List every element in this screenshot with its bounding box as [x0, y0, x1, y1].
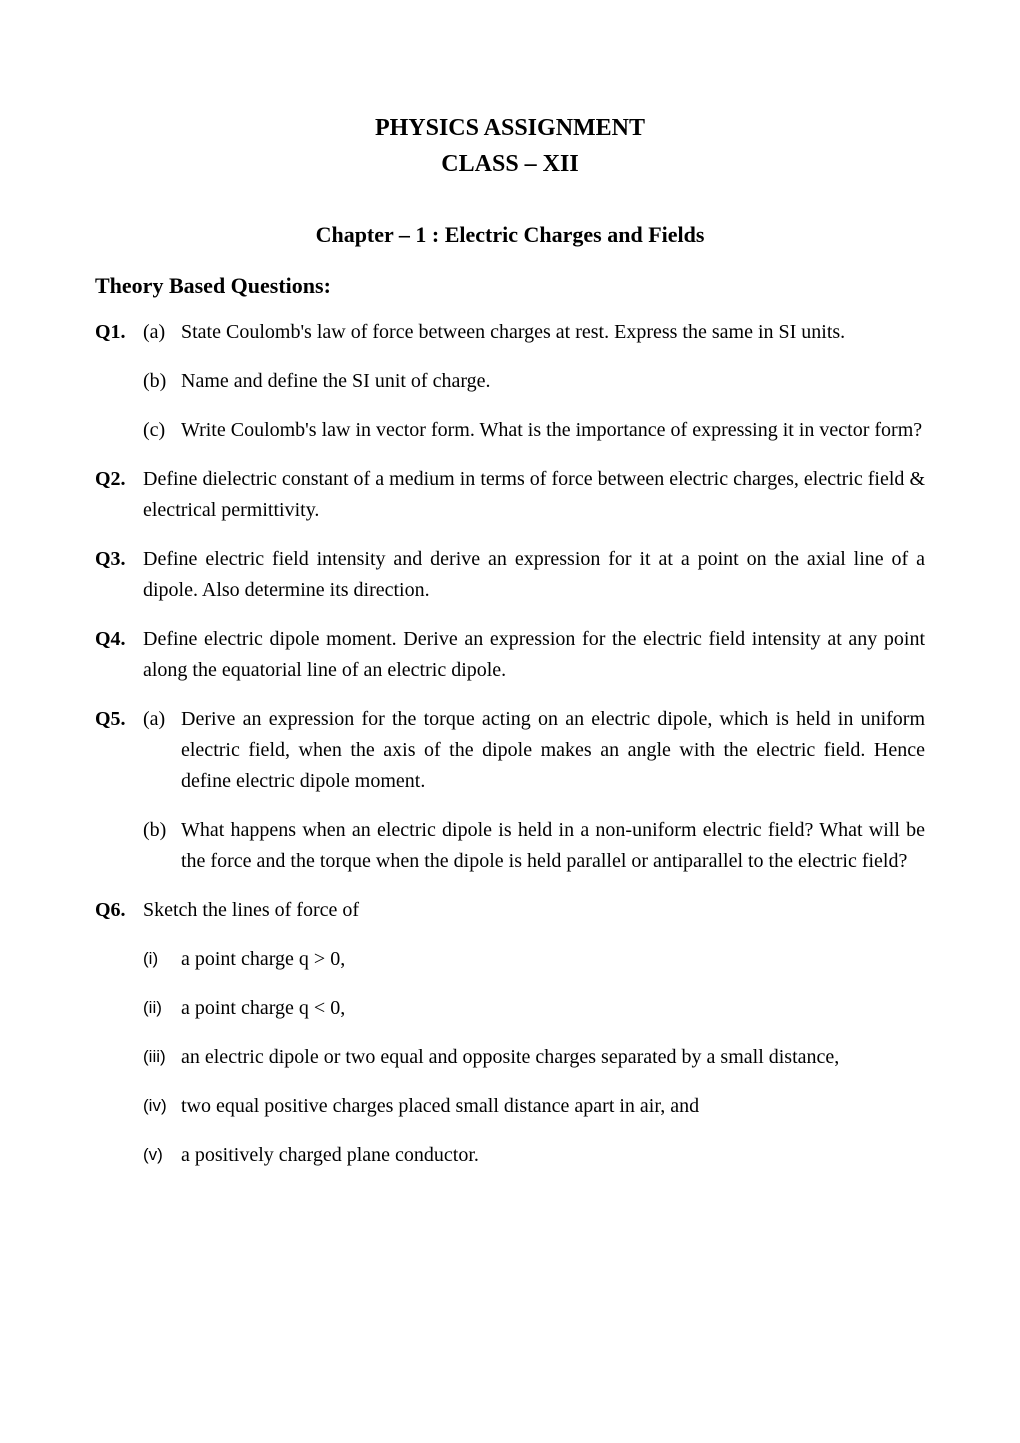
q6-i-sublabel: (i)	[143, 944, 181, 975]
q6-iii-sublabel: (iii)	[143, 1042, 181, 1073]
q5-b-sublabel: (b)	[143, 815, 181, 877]
q3-label: Q3.	[95, 544, 143, 606]
q6-ii: (ii) a point charge q < 0,	[95, 993, 925, 1024]
question-q1: Q1. (a) State Coulomb's law of force bet…	[95, 317, 925, 348]
q1-c: (c) Write Coulomb's law in vector form. …	[95, 415, 925, 446]
q4-label: Q4.	[95, 624, 143, 686]
question-q4: Q4. Define electric dipole moment. Deriv…	[95, 624, 925, 686]
q1-b: (b) Name and define the SI unit of charg…	[95, 366, 925, 397]
question-q2: Q2. Define dielectric constant of a medi…	[95, 464, 925, 526]
q1-b-sublabel: (b)	[143, 366, 181, 397]
q1-label: Q1.	[95, 317, 143, 348]
question-q6: Q6. Sketch the lines of force of	[95, 895, 925, 926]
q6-intro: Sketch the lines of force of	[143, 895, 925, 926]
q1-a-text: State Coulomb's law of force between cha…	[181, 317, 925, 348]
title-block: PHYSICS ASSIGNMENT CLASS – XII	[95, 110, 925, 182]
q5-label: Q5.	[95, 704, 143, 797]
q6-iii-text: an electric dipole or two equal and oppo…	[181, 1042, 925, 1073]
assignment-title-line1: PHYSICS ASSIGNMENT	[95, 110, 925, 146]
question-q3: Q3. Define electric field intensity and …	[95, 544, 925, 606]
q6-iii: (iii) an electric dipole or two equal an…	[95, 1042, 925, 1073]
q2-text: Define dielectric constant of a medium i…	[143, 464, 925, 526]
q6-i-text: a point charge q > 0,	[181, 944, 925, 975]
q1-c-sublabel: (c)	[143, 415, 181, 446]
q6-v-text: a positively charged plane conductor.	[181, 1140, 925, 1171]
q6-ii-text: a point charge q < 0,	[181, 993, 925, 1024]
question-q5: Q5. (a) Derive an expression for the tor…	[95, 704, 925, 797]
q4-text: Define electric dipole moment. Derive an…	[143, 624, 925, 686]
q6-iv: (iv) two equal positive charges placed s…	[95, 1091, 925, 1122]
q5-a-text: Derive an expression for the torque acti…	[181, 704, 925, 797]
q1-a-sublabel: (a)	[143, 317, 181, 348]
q3-text: Define electric field intensity and deri…	[143, 544, 925, 606]
section-heading: Theory Based Questions:	[95, 273, 925, 299]
q1-c-text: Write Coulomb's law in vector form. What…	[181, 415, 925, 446]
q6-ii-sublabel: (ii)	[143, 993, 181, 1024]
q5-a-sublabel: (a)	[143, 704, 181, 797]
q6-label: Q6.	[95, 895, 143, 926]
q6-iv-text: two equal positive charges placed small …	[181, 1091, 925, 1122]
q5-b-text: What happens when an electric dipole is …	[181, 815, 925, 877]
assignment-title-line2: CLASS – XII	[95, 146, 925, 182]
q6-i: (i) a point charge q > 0,	[95, 944, 925, 975]
q6-v-sublabel: (v)	[143, 1140, 181, 1171]
q1-b-text: Name and define the SI unit of charge.	[181, 366, 925, 397]
q2-label: Q2.	[95, 464, 143, 526]
chapter-title: Chapter – 1 : Electric Charges and Field…	[95, 222, 925, 248]
q5-b: (b) What happens when an electric dipole…	[95, 815, 925, 877]
q6-iv-sublabel: (iv)	[143, 1091, 181, 1122]
q6-v: (v) a positively charged plane conductor…	[95, 1140, 925, 1171]
